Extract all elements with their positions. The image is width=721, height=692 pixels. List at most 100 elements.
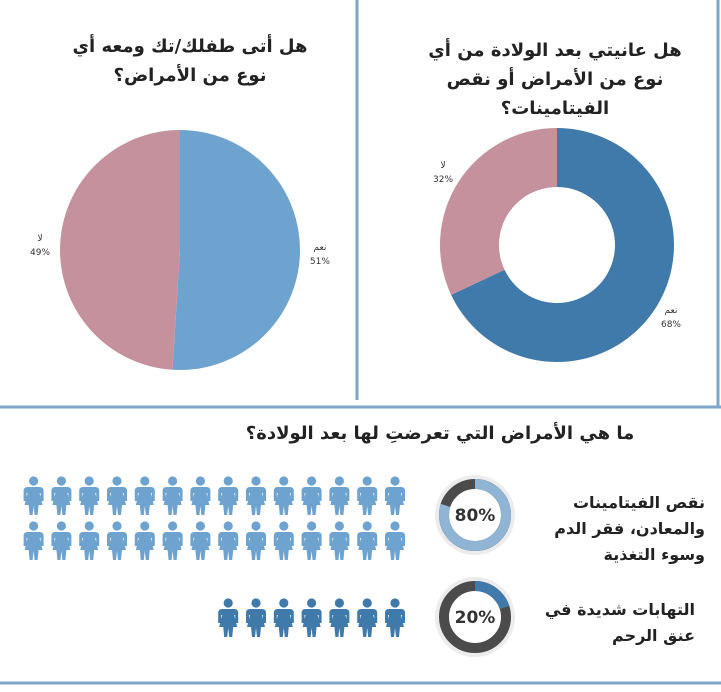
person-body	[23, 487, 44, 515]
person-icon	[218, 521, 239, 560]
person-icon	[357, 521, 378, 560]
person-head	[279, 598, 289, 608]
person-body	[246, 487, 266, 515]
person-head	[84, 476, 94, 486]
person-body	[273, 609, 294, 637]
person-body	[385, 487, 405, 515]
person-body	[357, 487, 378, 515]
person-icon	[246, 521, 266, 560]
person-icon	[134, 521, 155, 560]
person-head	[28, 521, 39, 531]
person-icon	[329, 598, 350, 637]
person-icon	[357, 476, 378, 515]
slice-value-label: 32%	[433, 175, 453, 185]
person-head	[251, 521, 261, 531]
person-icon	[107, 521, 127, 560]
person-body	[218, 487, 239, 515]
person-icon	[134, 476, 155, 515]
slice	[59, 130, 180, 370]
person-icon	[385, 476, 405, 515]
slice	[439, 128, 557, 295]
person-icon	[190, 476, 211, 515]
person-icon	[246, 598, 266, 637]
person-head	[168, 476, 178, 486]
item-label: التهابات شديدة في عنق الرحم	[544, 600, 695, 645]
person-head	[223, 476, 233, 486]
slice	[451, 128, 674, 362]
person-body	[329, 609, 350, 637]
person-icon	[301, 598, 322, 637]
person-icon	[357, 598, 378, 637]
person-icon	[23, 476, 44, 515]
person-icon	[273, 521, 294, 560]
person-icon	[218, 598, 239, 637]
person-body	[357, 609, 378, 637]
item-label: نقص الفيتامينات والمعادن، فقر الدم وسوء …	[554, 493, 705, 564]
person-icon	[385, 598, 405, 637]
person-icon	[301, 521, 322, 560]
person-icon	[51, 521, 72, 560]
person-body	[134, 487, 155, 515]
person-body	[246, 609, 266, 637]
slice	[172, 130, 300, 370]
gauge-arc	[474, 581, 510, 610]
person-body	[301, 609, 322, 637]
person-head	[195, 521, 205, 531]
person-body	[134, 532, 155, 560]
person-body	[329, 487, 350, 515]
person-icon	[329, 476, 350, 515]
person-head	[28, 476, 39, 486]
person-head	[251, 476, 261, 486]
person-icon	[23, 521, 44, 560]
person-body	[357, 532, 378, 560]
person-body	[23, 532, 44, 560]
person-icon	[162, 521, 183, 560]
person-body	[273, 487, 294, 515]
gauge-value-label: 80%	[455, 506, 496, 526]
person-body	[218, 609, 239, 637]
person-head	[56, 476, 66, 486]
person-body	[329, 532, 350, 560]
person-icon	[329, 521, 350, 560]
person-icon	[79, 521, 100, 560]
slice-category: لا	[37, 234, 42, 244]
person-head	[390, 521, 400, 531]
person-icon	[51, 476, 72, 515]
person-body	[385, 532, 405, 560]
person-head	[140, 476, 150, 486]
person-icon	[107, 476, 127, 515]
slice-value-label: 68%	[661, 320, 681, 330]
person-head	[362, 476, 372, 486]
person-body	[162, 487, 183, 515]
gauge-value-label: 20%	[455, 608, 496, 628]
person-icon	[385, 521, 405, 560]
person-head	[390, 476, 400, 486]
person-icon	[301, 476, 322, 515]
person-body	[79, 532, 100, 560]
person-icon	[246, 476, 266, 515]
person-head	[334, 521, 344, 531]
person-icon	[273, 476, 294, 515]
person-icon	[79, 476, 100, 515]
person-head	[334, 598, 344, 608]
slice-category: لا	[440, 161, 445, 171]
person-head	[223, 521, 233, 531]
slice-category: نعم	[665, 306, 678, 316]
person-head	[362, 598, 372, 608]
person-head	[195, 476, 205, 486]
person-head	[112, 521, 122, 531]
person-head	[334, 476, 344, 486]
person-head	[112, 476, 122, 486]
chart-title: هل أتى طفلك/تك ومعه أي نوع من الأمراض؟	[72, 36, 308, 86]
person-icon	[190, 521, 211, 560]
person-body	[51, 487, 72, 515]
person-head	[362, 521, 372, 531]
person-body	[301, 532, 322, 560]
person-body	[385, 609, 405, 637]
person-body	[107, 487, 127, 515]
person-head	[279, 476, 289, 486]
person-head	[168, 521, 178, 531]
person-body	[190, 487, 211, 515]
